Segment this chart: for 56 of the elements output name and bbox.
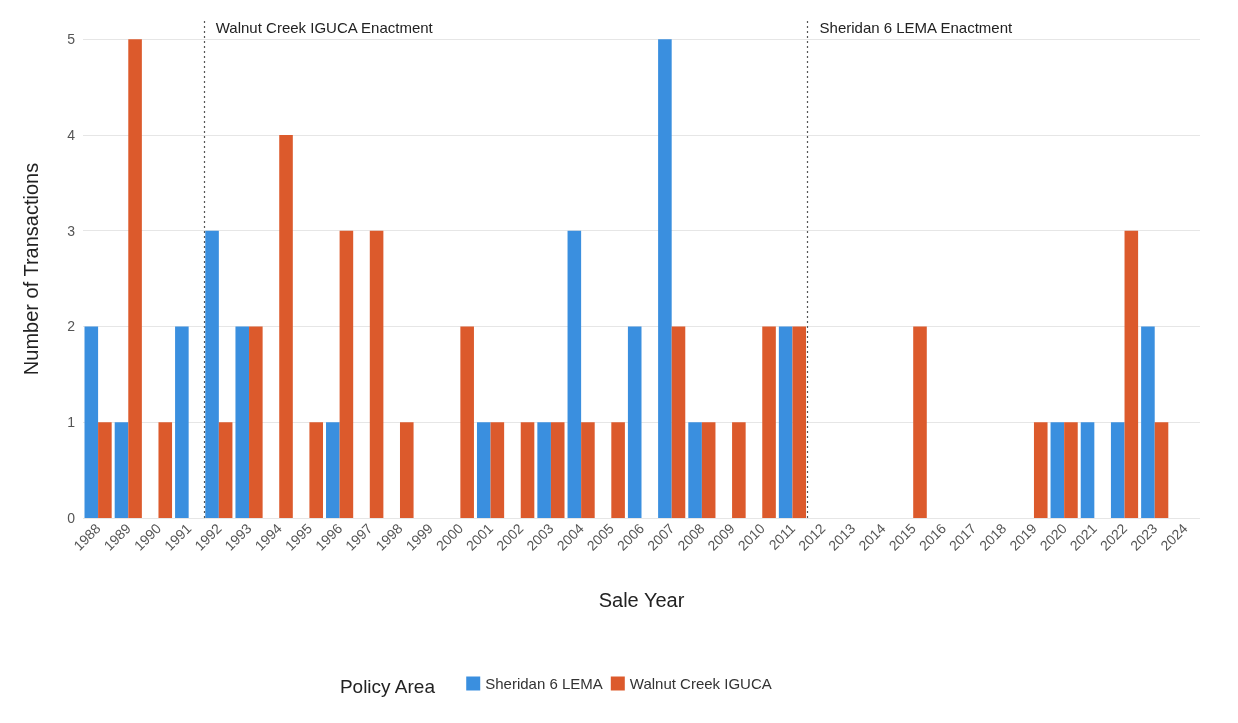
x-axis-title: Sale Year	[598, 589, 685, 611]
legend-label: Sheridan 6 LEMA	[485, 675, 603, 692]
bar	[218, 422, 233, 518]
bar	[1110, 422, 1125, 518]
bar	[205, 230, 219, 518]
bar	[279, 134, 293, 518]
bar	[1080, 422, 1095, 518]
bar	[611, 422, 625, 518]
bar	[792, 326, 807, 518]
y-tick-label: 2	[67, 318, 76, 335]
y-tick-label: 3	[67, 222, 76, 239]
bar	[309, 422, 323, 518]
bar	[701, 422, 716, 518]
y-tick-label: 0	[67, 510, 76, 526]
bar	[913, 326, 927, 518]
y-tick-label: 4	[67, 126, 76, 143]
bar	[762, 326, 776, 518]
bar	[339, 230, 354, 518]
y-axis-title: Number of Transactions	[20, 162, 42, 376]
bar	[490, 422, 505, 518]
bar	[98, 422, 112, 518]
bar	[688, 422, 702, 518]
bar	[326, 422, 340, 518]
bar	[520, 422, 535, 518]
bar	[399, 422, 414, 518]
bar	[567, 230, 582, 518]
ref-line-label: Walnut Creek IGUCA Enactment	[215, 19, 434, 36]
ref-line-label: Sheridan 6 LEMA Enactment	[819, 19, 1013, 36]
legend-label: Walnut Creek IGUCA	[629, 675, 772, 692]
bar	[1064, 422, 1078, 518]
bar	[235, 326, 250, 518]
bar	[658, 39, 672, 518]
bar	[249, 326, 263, 518]
bar	[581, 422, 595, 518]
bar	[476, 422, 491, 518]
y-tick-label: 1	[67, 414, 76, 431]
legend-title: Policy Area	[339, 676, 436, 697]
bar	[369, 230, 384, 518]
bar	[128, 39, 142, 518]
y-tick-label: 5	[67, 31, 76, 48]
bar	[1141, 326, 1155, 518]
bar	[460, 326, 474, 518]
bar	[778, 326, 793, 518]
bar	[175, 326, 189, 518]
bar	[732, 422, 746, 518]
bar	[1124, 230, 1139, 518]
bar	[158, 422, 173, 518]
bar	[1050, 422, 1065, 518]
bar	[84, 326, 99, 518]
bar	[1154, 422, 1169, 518]
bar	[114, 422, 129, 518]
bar	[1033, 422, 1048, 518]
bar	[627, 326, 642, 518]
bar	[671, 326, 686, 518]
bar	[537, 422, 551, 518]
bar	[550, 422, 565, 518]
